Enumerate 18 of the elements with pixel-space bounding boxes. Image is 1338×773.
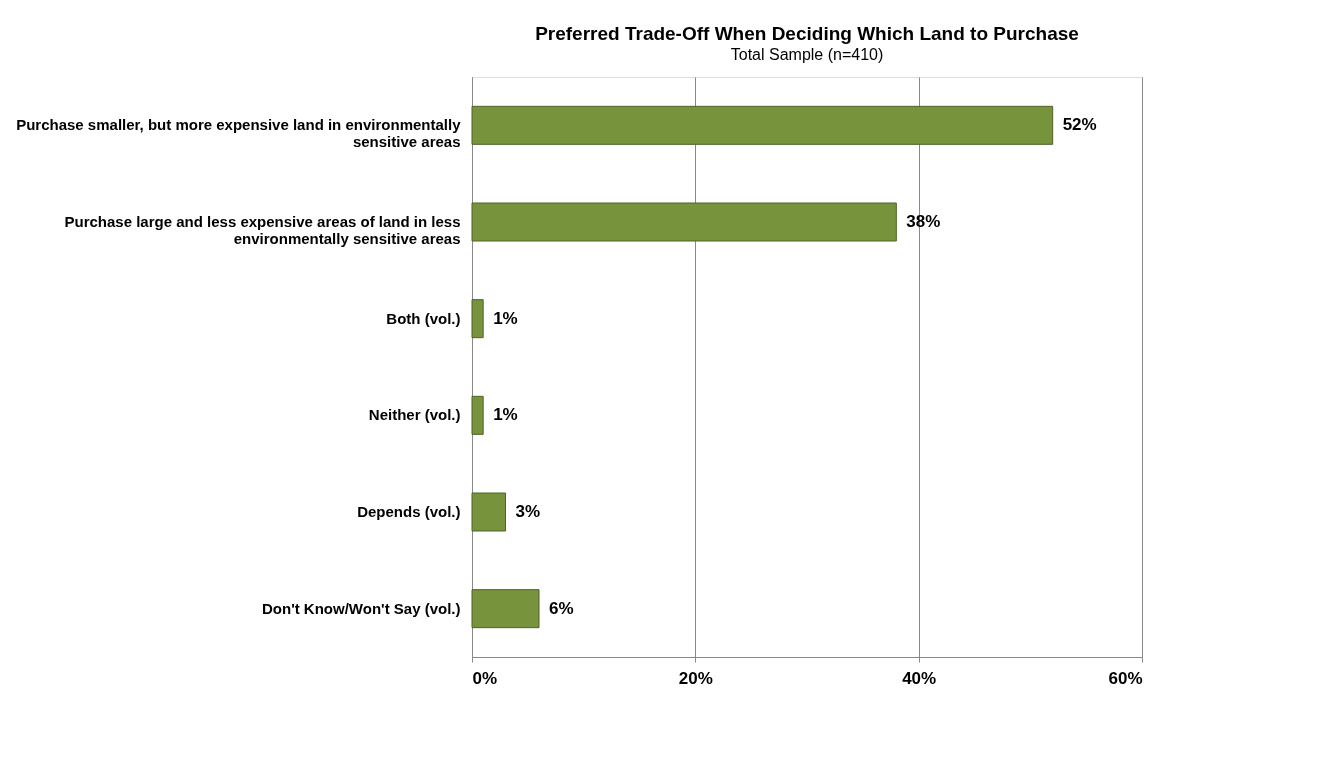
- data-label: 3%: [515, 502, 541, 521]
- y-tick-label: Purchase large and less expensive areas of land in less environmentally sensitive areas: [64, 213, 461, 247]
- y-tick-label: Don't Know/Won't Say (vol.): [261, 599, 461, 617]
- x-tick-label: 0%: [472, 668, 498, 688]
- y-tick-label: Purchase smaller, but more expensive land in environmentally sensitive areas: [16, 116, 462, 151]
- y-tick-label: Neither (vol.): [368, 406, 461, 424]
- y-tick-label: Depends (vol.): [357, 503, 461, 520]
- data-label: 1%: [493, 308, 518, 328]
- data-label: 52%: [1062, 115, 1097, 135]
- chart-title: Preferred Trade-Off When Deciding Which Land to Purchase: [535, 23, 1079, 44]
- data-label: 1%: [493, 405, 518, 425]
- chart-subtitle: Total Sample (n=410): [730, 46, 884, 63]
- data-label: 6%: [549, 598, 574, 618]
- x-tick-label: 60%: [1108, 668, 1143, 688]
- data-label: 38%: [906, 212, 941, 231]
- x-tick-label: 40%: [902, 668, 937, 688]
- x-tick-label: 20%: [678, 668, 713, 688]
- y-tick-label: Both (vol.): [386, 309, 461, 327]
